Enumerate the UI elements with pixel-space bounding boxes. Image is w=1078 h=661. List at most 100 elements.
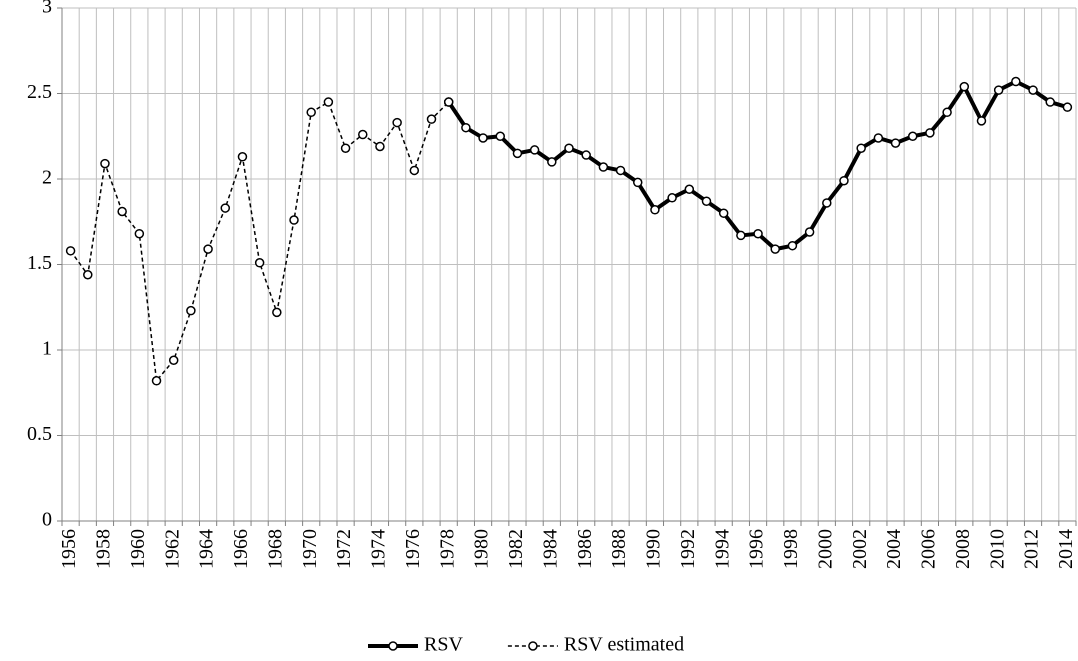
x-tick-label: 1956 (58, 529, 80, 569)
marker (581, 150, 591, 160)
marker (598, 162, 609, 172)
x-tick-label: 1988 (608, 529, 630, 569)
x-tick-label: 1974 (368, 529, 390, 569)
x-tick-label: 1958 (93, 529, 115, 569)
series-line (69, 101, 450, 382)
y-tick-label: 1 (42, 338, 52, 360)
marker (770, 244, 780, 254)
marker (856, 143, 866, 153)
x-tick-label: 1982 (505, 529, 527, 569)
marker (340, 143, 351, 153)
x-tick-label: 2002 (849, 529, 871, 569)
marker (375, 141, 385, 152)
marker (134, 228, 145, 239)
y-tick-label: 0.5 (27, 423, 52, 445)
marker (168, 355, 179, 366)
marker (1011, 76, 1021, 87)
x-tick-label: 1986 (574, 529, 596, 569)
x-tick-label: 1976 (402, 529, 424, 569)
marker (65, 246, 76, 256)
marker (100, 158, 110, 169)
marker (529, 145, 540, 155)
marker (907, 131, 918, 141)
x-tick-label: 1978 (436, 529, 458, 569)
x-tick-label: 1970 (299, 529, 321, 569)
marker (512, 148, 523, 159)
x-tick-label: 2010 (986, 529, 1008, 569)
x-tick-label: 1962 (161, 529, 183, 569)
marker (547, 157, 557, 167)
marker (289, 215, 299, 225)
marker (787, 240, 798, 251)
x-tick-label: 1998 (780, 529, 802, 569)
marker (942, 107, 952, 118)
marker (306, 107, 316, 118)
marker (718, 208, 729, 218)
marker (426, 114, 437, 124)
marker (564, 143, 574, 153)
x-tick-label: 2012 (1021, 529, 1043, 569)
x-tick-label: 1994 (711, 529, 733, 569)
marker (443, 97, 454, 107)
y-tick-label: 0 (42, 509, 52, 531)
marker (890, 138, 901, 148)
series-line (447, 79, 1068, 252)
x-tick-label: 2008 (952, 529, 974, 569)
y-tick-label: 3 (42, 0, 52, 18)
marker (736, 230, 746, 241)
marker (83, 270, 93, 280)
marker (1028, 85, 1038, 95)
marker (684, 184, 695, 195)
marker (323, 97, 334, 107)
marker (1045, 97, 1055, 107)
x-tick-label: 1990 (643, 529, 665, 569)
marker (976, 116, 987, 126)
marker (804, 227, 815, 237)
marker (650, 205, 660, 215)
marker (925, 128, 935, 138)
y-tick-label: 1.5 (27, 252, 52, 274)
legend-marker (388, 641, 398, 651)
marker (873, 133, 884, 143)
marker (822, 198, 832, 208)
marker (186, 305, 196, 316)
x-tick-label: 2000 (814, 529, 836, 569)
marker (615, 165, 626, 176)
marker (117, 206, 127, 217)
x-tick-label: 2004 (883, 529, 905, 569)
marker (1062, 102, 1073, 112)
marker (272, 307, 282, 318)
marker (478, 133, 488, 143)
marker (203, 244, 213, 254)
x-tick-label: 1972 (333, 529, 355, 569)
legend-label: RSV (424, 634, 463, 656)
marker (151, 376, 162, 386)
x-tick-label: 1996 (746, 529, 768, 569)
marker (632, 177, 643, 188)
x-tick-label: 2014 (1055, 529, 1077, 569)
marker (409, 165, 420, 176)
marker (461, 122, 471, 133)
legend-label: RSV estimated (564, 634, 684, 656)
x-tick-label: 1984 (539, 529, 561, 569)
marker (237, 152, 248, 162)
x-tick-label: 1992 (677, 529, 699, 569)
marker (220, 203, 231, 213)
legend: RSV RSV estimated (368, 634, 684, 656)
x-tick-label: 1968 (264, 529, 286, 569)
marker (839, 175, 849, 186)
x-tick-label: 1966 (230, 529, 252, 569)
marker (254, 258, 265, 268)
legend-marker (528, 641, 538, 651)
marker (959, 81, 970, 92)
marker (358, 129, 368, 140)
y-tick-label: 2.5 (27, 81, 52, 103)
marker (667, 193, 677, 203)
y-tick-label: 2 (42, 167, 52, 189)
x-tick-label: 2006 (918, 529, 940, 569)
marker (701, 196, 712, 206)
marker (392, 117, 402, 128)
x-tick-label: 1964 (196, 529, 218, 569)
x-tick-label: 1980 (471, 529, 493, 569)
